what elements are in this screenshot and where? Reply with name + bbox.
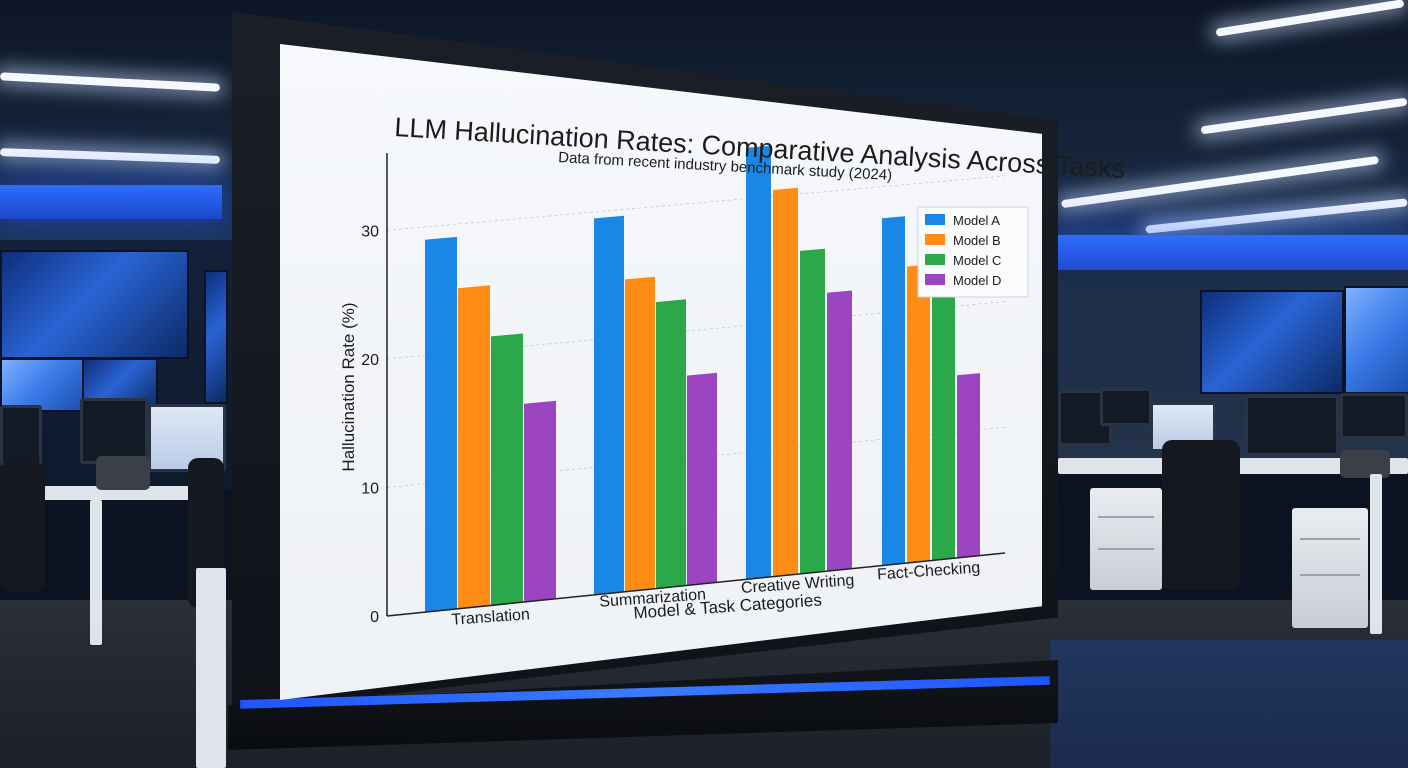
x-tick-label: Translation [451, 606, 531, 628]
bar-model-b-translation [458, 285, 490, 609]
bar-model-a-translation [425, 236, 457, 613]
desk-leg [1370, 474, 1382, 634]
bar-model-d-translation [524, 400, 556, 602]
video-wall-panel [1344, 286, 1408, 394]
y-tick-label: 30 [361, 223, 379, 240]
carpet [1050, 640, 1408, 768]
video-wall-panel [0, 250, 189, 359]
legend-label: Model A [953, 213, 1000, 228]
legend-swatch [925, 254, 945, 265]
y-tick-label: 0 [370, 609, 379, 626]
bar-model-b-fact-checking [907, 264, 930, 563]
bar-model-c-fact-checking [932, 293, 955, 561]
desk-phone [96, 456, 150, 490]
bar-model-d-fact-checking [957, 373, 980, 558]
legend-label: Model D [953, 273, 1001, 288]
bar-model-c-creative-writing [800, 248, 825, 574]
bar-model-d-creative-writing [827, 290, 852, 572]
monitor [80, 398, 148, 464]
tick-layer: 0 10 20 30 [361, 223, 379, 626]
file-cabinet [1292, 508, 1368, 628]
bar-model-b-summarization [625, 276, 655, 592]
bar-layer [425, 145, 980, 613]
monitor [1245, 395, 1339, 456]
file-cabinet [1090, 488, 1162, 590]
legend-label: Model B [953, 233, 1001, 248]
desk [0, 486, 200, 500]
bar-model-b-creative-writing [773, 187, 798, 577]
monitor [1340, 393, 1408, 439]
legend-swatch [925, 274, 945, 285]
bar-model-a-creative-writing [746, 145, 771, 580]
pedestal [196, 568, 226, 768]
x-axis-line [386, 552, 1006, 617]
legend-swatch [925, 234, 945, 245]
bar-model-a-fact-checking [882, 216, 905, 566]
office-chair [1162, 440, 1240, 590]
y-tick-label: 20 [361, 352, 379, 369]
y-axis-label: Hallucination Rate (%) [339, 302, 358, 471]
bar-model-d-summarization [687, 372, 717, 586]
legend-swatch [925, 214, 945, 225]
desk-leg [90, 500, 102, 645]
monitor [1100, 388, 1152, 426]
gridline [386, 175, 1006, 231]
desk-phone [1340, 450, 1390, 478]
wall-light-band [1055, 235, 1408, 275]
bar-model-c-translation [491, 333, 523, 606]
bar-model-a-summarization [594, 215, 624, 595]
wall-light-band [0, 185, 222, 219]
video-wall-panel [204, 270, 228, 404]
legend-label: Model C [953, 253, 1001, 268]
y-tick-label: 10 [361, 480, 379, 497]
bar-model-c-summarization [656, 299, 686, 589]
axis-layer [386, 153, 1006, 617]
office-chair [0, 462, 45, 592]
legend: Model A Model B Model C Model D [917, 206, 1029, 298]
video-wall-panel [1200, 290, 1344, 394]
